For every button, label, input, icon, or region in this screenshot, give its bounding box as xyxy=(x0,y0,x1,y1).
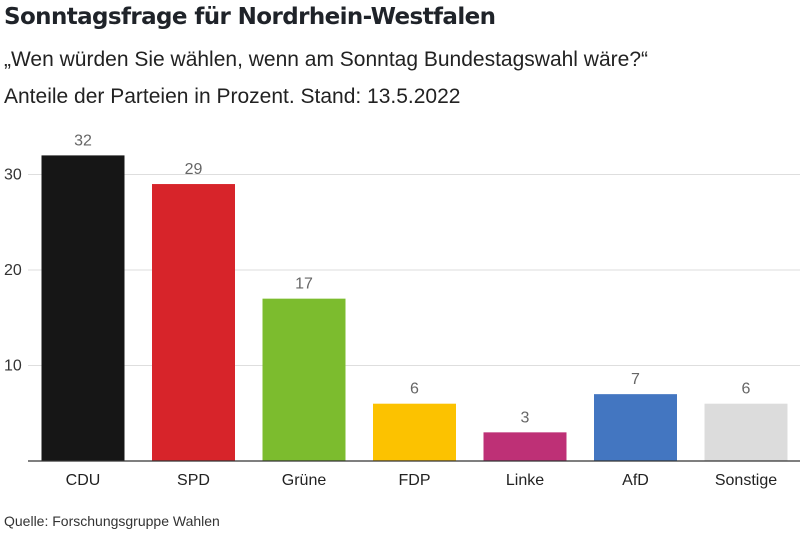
bar-chart: 10 20 30 32 CDU 29 SPD 17 Grüne 6 FDP 3 Linke 7 AfD 6 So… xyxy=(4,132,800,489)
chart-subtitle-info: Anteile der Parteien in Prozent. Stand: … xyxy=(4,85,461,108)
x-tick-label-spd: SPD xyxy=(177,472,210,489)
source-note: Quelle: Forschungsgruppe Wahlen xyxy=(4,513,220,529)
x-tick-label-cdu: CDU xyxy=(66,472,101,489)
bar-sonstige xyxy=(704,403,788,461)
chart-title: Sonntagsfrage für Nordrhein-Westfalen xyxy=(4,4,496,30)
y-tick-label-20: 20 xyxy=(4,262,22,279)
x-tick-label-fdp: FDP xyxy=(399,472,431,489)
data-label-spd: 29 xyxy=(185,161,203,178)
y-tick-label-10: 10 xyxy=(4,358,22,375)
y-tick-label-30: 30 xyxy=(4,167,22,184)
x-tick-label-linke: Linke xyxy=(506,472,544,489)
x-tick-label-afd: AfD xyxy=(622,472,649,489)
bar-linke xyxy=(483,432,567,461)
data-label-cdu: 32 xyxy=(74,132,92,149)
bar-gr-ne xyxy=(262,298,346,461)
data-label-sonstige: 6 xyxy=(742,381,751,398)
chart-subtitle-question: „Wen würden Sie wählen, wenn am Sonntag … xyxy=(4,48,648,71)
data-label-gr-ne: 17 xyxy=(295,276,313,293)
x-tick-label-sonstige: Sonstige xyxy=(715,472,777,489)
data-label-fdp: 6 xyxy=(410,381,419,398)
x-tick-label-gr-ne: Grüne xyxy=(282,472,327,489)
bar-fdp xyxy=(373,403,456,461)
bar-cdu xyxy=(41,155,125,461)
data-label-afd: 7 xyxy=(631,371,640,388)
data-label-linke: 3 xyxy=(521,409,530,426)
bar-spd xyxy=(152,184,235,462)
bar-afd xyxy=(594,394,677,461)
